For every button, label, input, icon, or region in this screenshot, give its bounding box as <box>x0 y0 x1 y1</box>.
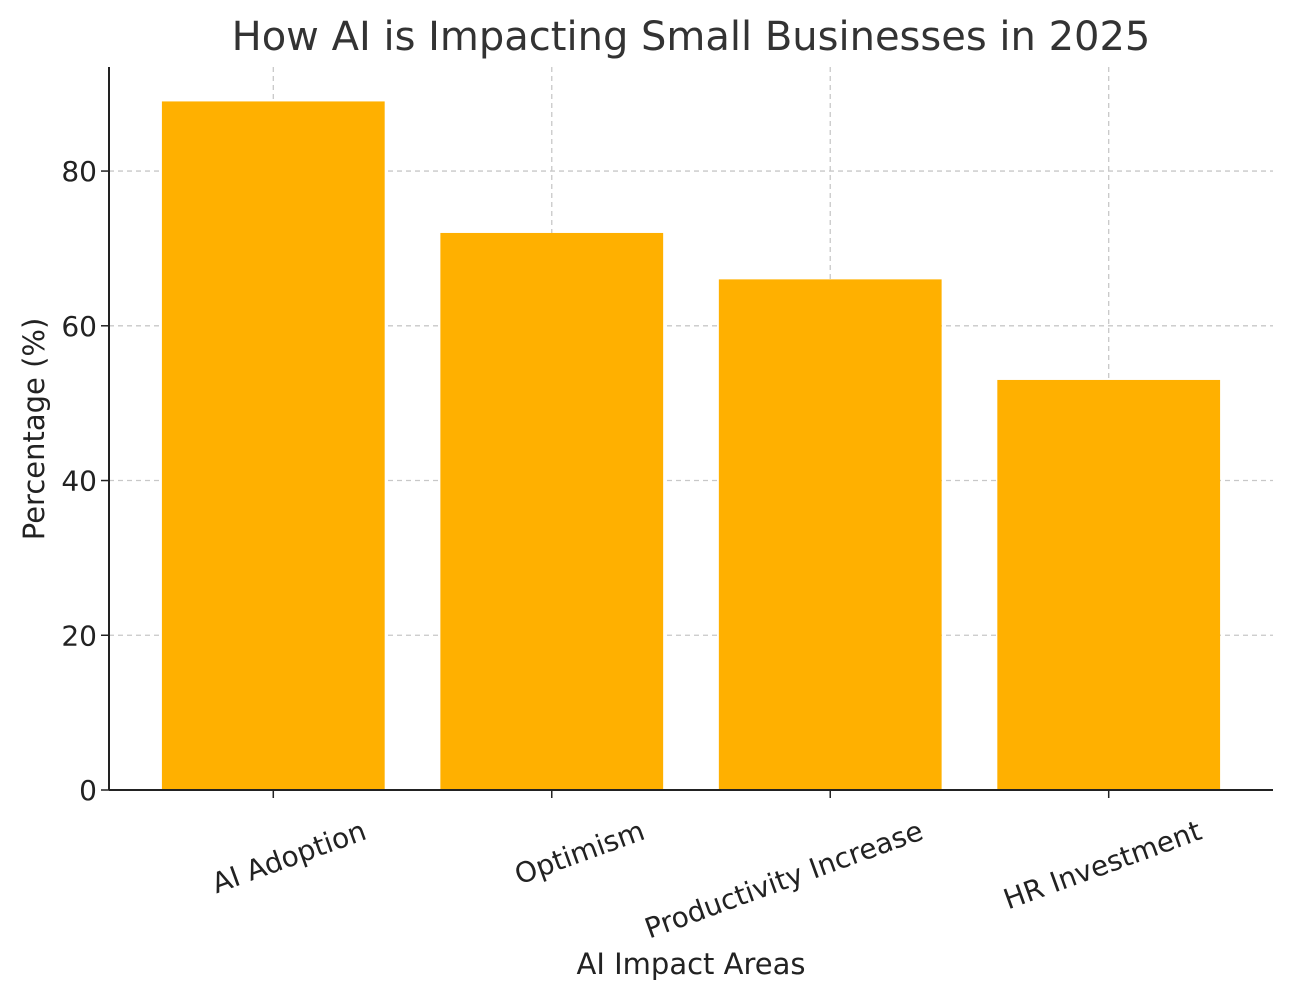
y-axis-label: Percentage (%) <box>17 318 51 541</box>
x-tick-label: HR Investment <box>999 814 1206 916</box>
bars <box>161 101 1221 791</box>
y-tick-label: 60 <box>61 310 97 343</box>
y-tick-label: 20 <box>61 619 97 652</box>
chart-title: How AI is Impacting Small Businesses in … <box>232 14 1151 60</box>
x-tick-label: Optimism <box>510 814 649 891</box>
bar-ai-adoption <box>161 101 385 790</box>
x-axis-label: AI Impact Areas <box>577 947 806 981</box>
bar-hr-investment <box>997 379 1221 790</box>
axes <box>108 67 1273 791</box>
x-tick-label: Productivity Increase <box>640 814 927 945</box>
y-tick-label: 80 <box>61 155 97 188</box>
x-tick-label: AI Adoption <box>208 814 371 900</box>
y-tick-label: 40 <box>61 465 97 498</box>
y-tick-label: 0 <box>79 774 97 807</box>
bar-optimism <box>440 232 664 791</box>
bar-productivity-increase <box>718 279 942 790</box>
